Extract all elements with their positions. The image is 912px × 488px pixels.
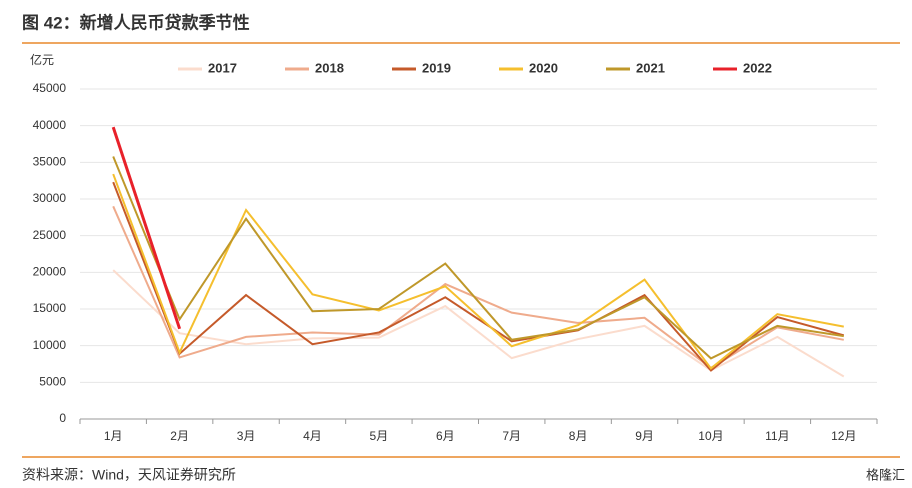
x-tick-label: 2月 [170, 429, 189, 443]
y-unit: 亿元 [30, 52, 54, 67]
y-tick-label: 5000 [39, 375, 66, 389]
series-line [112, 205, 844, 370]
y-tick-label: 30000 [33, 191, 67, 205]
x-tick-label: 10月 [698, 429, 723, 443]
legend-label: 2021 [636, 60, 665, 75]
legend-label: 2022 [743, 60, 772, 75]
x-tick-label: 5月 [370, 429, 389, 443]
x-tick-label: 4月 [303, 429, 322, 443]
x-tick-label: 6月 [436, 429, 455, 443]
y-tick-label: 25000 [33, 228, 67, 242]
legend-label: 2017 [208, 60, 237, 75]
x-tick-label: 1月 [104, 429, 123, 443]
series-line [112, 181, 845, 372]
legend-label: 2019 [422, 60, 451, 75]
legend-label: 2018 [315, 60, 344, 75]
y-tick-label: 35000 [33, 155, 67, 169]
y-tick-label: 0 [59, 411, 66, 425]
series-line [111, 126, 182, 330]
y-tick-label: 20000 [33, 265, 67, 279]
series-line [112, 269, 845, 378]
series-line [112, 173, 844, 370]
y-tick-label: 10000 [33, 338, 67, 352]
y-tick-label: 15000 [33, 301, 67, 315]
x-tick-label: 3月 [237, 429, 256, 443]
y-tick-label: 45000 [33, 81, 67, 95]
legend-label: 2020 [529, 60, 558, 75]
y-tick-label: 40000 [33, 118, 67, 132]
x-tick-label: 11月 [765, 429, 789, 443]
x-tick-label: 7月 [502, 429, 521, 443]
source: 资料来源：Wind，天风证券研究所 [22, 467, 236, 483]
title: 图 42：新增人民币贷款季节性 [22, 12, 250, 32]
watermark: 格隆汇 [866, 467, 905, 482]
x-tick-label: 12月 [831, 429, 856, 443]
series-line [112, 156, 844, 360]
x-tick-label: 9月 [635, 429, 654, 443]
x-tick-label: 8月 [569, 429, 588, 443]
